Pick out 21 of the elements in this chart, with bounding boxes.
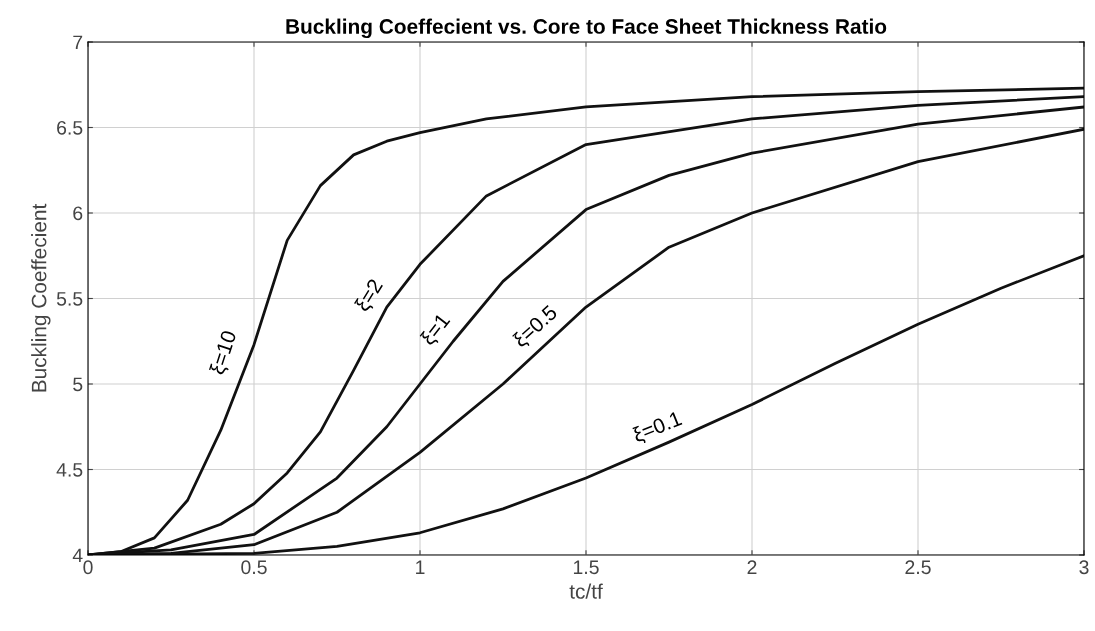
annotation: ξ=1 (419, 311, 454, 349)
y-tick-label: 7 (73, 35, 83, 50)
y-tick-label: 4.5 (56, 463, 83, 477)
x-tick-label: 3 (1079, 560, 1089, 575)
x-axis-title: tc/tf (569, 583, 603, 599)
y-axis-title: Buckling Coeffecient (31, 203, 51, 392)
y-tick-label: 6.5 (57, 120, 83, 135)
y-tick-label: 5.5 (56, 292, 83, 306)
y-tick-label: 5 (73, 377, 83, 392)
chart-title: Buckling Coeffecient vs. Core to Face Sheet Thickness Ratio (286, 18, 887, 39)
x-tick-label: 1.5 (573, 560, 599, 575)
x-tick-label: 0 (83, 560, 93, 575)
x-tick-label: 0.5 (241, 560, 267, 575)
y-tick-label: 6 (73, 206, 83, 221)
y-tick-label: 4 (72, 548, 83, 563)
annotation: ξ=2 (353, 277, 386, 314)
x-tick-label: 1 (416, 560, 425, 574)
x-tick-label: 2.5 (905, 560, 931, 575)
annotation: ξ=0.1 (631, 410, 684, 446)
x-tick-label: 2 (747, 560, 757, 574)
annotation: ξ=10 (208, 329, 240, 377)
